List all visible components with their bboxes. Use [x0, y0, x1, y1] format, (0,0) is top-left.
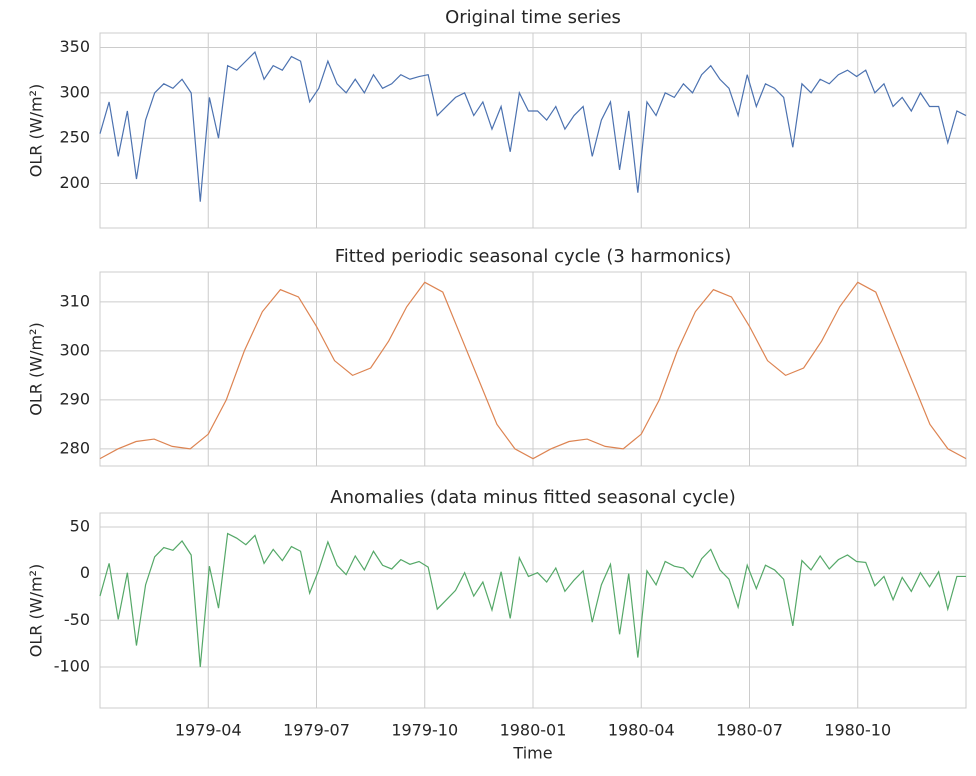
x-tick-label: 1979-04 [175, 721, 242, 740]
x-tick-label: 1980-01 [500, 721, 567, 740]
x-tick-label: 1979-10 [391, 721, 458, 740]
x-axis-label: Time [512, 744, 552, 763]
x-tick-label: 1980-04 [608, 721, 675, 740]
line-series [99, 532, 966, 668]
y-tick-label: 300 [59, 82, 90, 101]
subplot-title: Fitted periodic seasonal cycle (3 harmon… [335, 246, 732, 267]
line-series [99, 50, 967, 202]
y-tick-label: 350 [59, 37, 90, 56]
y-axis-label: OLR (W/m²) [27, 84, 46, 177]
x-tick-label: 1980-07 [716, 721, 783, 740]
x-tick-label: 1979-07 [283, 721, 350, 740]
y-tick-label: 50 [70, 516, 90, 535]
y-axis-label: OLR (W/m²) [27, 564, 46, 657]
subplot-title: Original time series [445, 7, 621, 28]
x-tick-label: 1980-10 [824, 721, 891, 740]
y-tick-label: 310 [59, 291, 90, 310]
y-tick-label: -100 [54, 656, 90, 675]
y-tick-label: 200 [59, 173, 90, 192]
y-tick-label: 280 [59, 438, 90, 457]
y-tick-label: 300 [59, 340, 90, 359]
y-axis-label: OLR (W/m²) [27, 322, 46, 415]
line-series [99, 281, 967, 460]
y-tick-label: -50 [64, 610, 90, 629]
y-tick-label: 0 [80, 563, 90, 582]
y-tick-label: 250 [59, 128, 90, 147]
y-tick-label: 290 [59, 389, 90, 408]
subplot-title: Anomalies (data minus fitted seasonal cy… [330, 487, 735, 508]
